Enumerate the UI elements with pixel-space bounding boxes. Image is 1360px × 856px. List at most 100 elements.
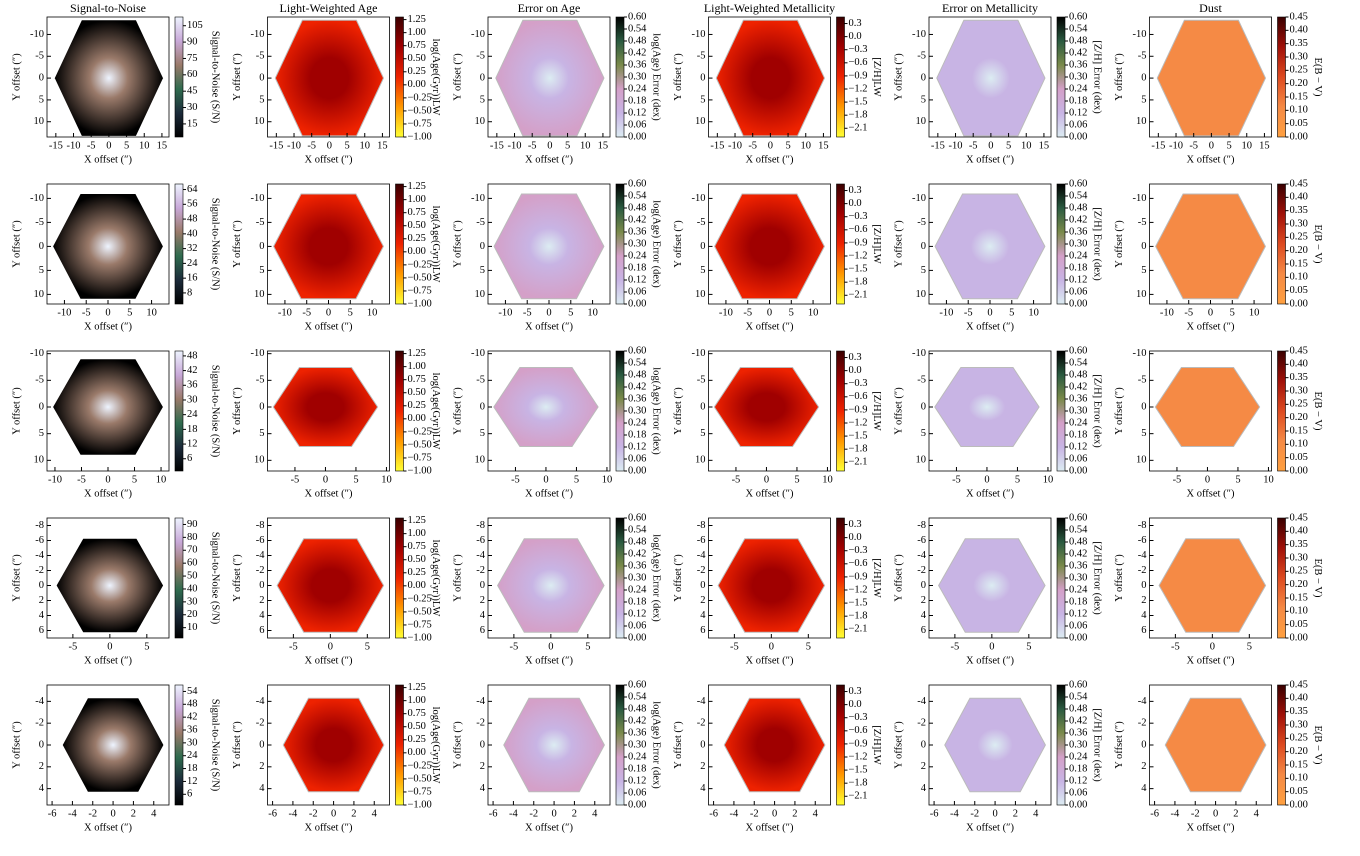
y-tick-label: 0 [1141,739,1146,750]
y-tick-label: -10 [30,348,44,359]
colorbar-tick-label: 0.54 [1069,524,1088,535]
colorbar-tick-label: 60 [187,69,198,80]
y-axis-label: Y offset (″) [893,53,904,101]
y-tick-label: -5 [256,375,265,386]
colorbar [1056,350,1066,472]
y-tick-label: 5 [39,428,44,439]
map [272,367,379,447]
y-axis-label: Y offset (″) [893,387,904,435]
colorbar-tick-label: 0.25 [408,233,426,244]
y-tick-label: -2 [917,718,926,729]
x-tick-label: 10 [602,474,613,485]
y-tick-label: 0 [921,739,926,750]
colorbar-label: [Z/H] Error (dex) [1092,541,1103,615]
colorbar-tick-label: 0.12 [628,775,646,786]
y-tick-label: -4 [476,696,485,707]
colorbar-tick-label: 0.06 [1069,286,1087,297]
colorbar-tick-label: 10 [187,622,198,633]
x-tick-label: -5 [87,140,96,151]
x-tick-label: 0 [331,808,336,819]
colorbar-tick-label: 0.0 [849,198,862,209]
y-axis-label: Y offset (″) [11,53,22,101]
colorbar-tick-label: 0.00 [408,246,426,257]
colorbar-tick-label: 0.06 [1069,453,1087,464]
x-tick-label: -5 [1173,474,1182,485]
colorbar-tick-label: 0.45 [1290,345,1308,356]
colorbar-tick-label: 1.25 [408,515,426,526]
y-tick-label: -5 [917,375,926,386]
y-tick-label: -2 [35,718,44,729]
y-axis-label: Y offset (″) [1114,220,1125,268]
colorbar-tick-label: 0.30 [1069,739,1087,750]
x-tick-label: 0 [107,641,112,652]
colorbar-tick-label: 1.00 [408,27,426,38]
colorbar-tick-label: −0.6 [849,57,868,68]
colorbar-tick-label: 1.00 [408,695,426,706]
x-tick-label: 5 [144,641,149,652]
colorbar-label: E(B − V) [1312,58,1323,97]
x-axis-label: X offset (″) [966,822,1014,833]
colorbar-tick-label: 54 [187,686,198,697]
y-tick-label: -10 [30,29,44,40]
x-tick-label: -2 [309,808,318,819]
x-tick-label: 0 [769,641,774,652]
colorbar-tick-label: 0.40 [1290,359,1308,370]
colorbar-tick-label: 0.06 [628,453,646,464]
colorbar-tick-label: 0.30 [628,739,646,750]
y-tick-label: 4 [39,783,45,794]
colorbar-tick-label: 0.60 [1069,512,1087,523]
y-tick-label: 5 [921,265,926,276]
x-tick-label: 15 [598,140,609,151]
colorbar-label: E(B − V) [1312,225,1323,264]
y-tick-label: 0 [480,739,485,750]
colorbar-tick-label: 30 [187,102,198,113]
x-tick-label: -10 [67,140,81,151]
x-tick-label: 5 [1009,307,1014,318]
colorbar-tick-label: 18 [187,763,198,774]
colorbar-tick-label: 0.48 [1069,703,1087,714]
colorbar-tick-label: 24 [187,750,198,761]
colorbar-tick-label: 15 [187,118,198,129]
colorbar-tick-label: 0.36 [628,727,646,738]
colorbar [1277,350,1286,472]
colorbar-tick-label: −0.25 [408,593,432,604]
colorbar-tick-label: 0.05 [1290,118,1308,129]
x-tick-label: 0 [768,140,773,151]
colorbar-label: [Z/H]LW [871,558,882,598]
y-tick-label: 0 [700,72,705,83]
y-tick-label: 2 [700,761,705,772]
x-tick-label: 10 [1241,140,1252,151]
y-tick-label: -10 [1133,29,1147,40]
colorbar-tick-label: 0.3 [849,18,862,29]
colorbar-label: [Z/H]LW [871,57,882,97]
colorbar-tick-label: −0.3 [849,712,868,723]
colorbar-tick-label: 42 [187,712,198,723]
y-axis-label: Y offset (″) [673,220,684,268]
colorbar-tick-label: 0.18 [628,262,646,273]
colorbar-tick-label: 0.50 [408,554,426,565]
y-tick-label: 10 [916,455,927,466]
axes-frame [267,517,390,639]
colorbar-tick-label: 0.24 [628,584,647,595]
colorbar-tick-label: 1.00 [408,194,426,205]
colorbar-tick-label: 0.20 [1290,245,1308,256]
colorbar-tick-label: 0.30 [1290,552,1308,563]
x-axis-label: X offset (″) [305,488,353,499]
colorbar [615,350,625,472]
x-tick-label: -10 [287,140,301,151]
y-tick-label: 10 [475,455,486,466]
colorbar-tick-label: 36 [187,724,198,735]
y-tick-label: 5 [921,94,926,105]
colorbar-label: [Z/H]LW [871,391,882,431]
y-tick-label: 2 [921,595,926,606]
colorbar-tick-label: 0.42 [628,715,646,726]
colorbar-tick-label: 6 [187,453,192,464]
colorbar-tick-label: 0.54 [1069,357,1088,368]
colorbar-tick-label: 0.18 [628,596,646,607]
colorbar-tick-label: 0.50 [408,53,426,64]
x-tick-label: 2 [131,808,136,819]
colorbar-tick-label: 0.25 [1290,232,1308,243]
colorbar-tick-label: 0.60 [1069,345,1087,356]
x-tick-label: 2 [351,808,356,819]
y-tick-label: -4 [1138,696,1147,707]
